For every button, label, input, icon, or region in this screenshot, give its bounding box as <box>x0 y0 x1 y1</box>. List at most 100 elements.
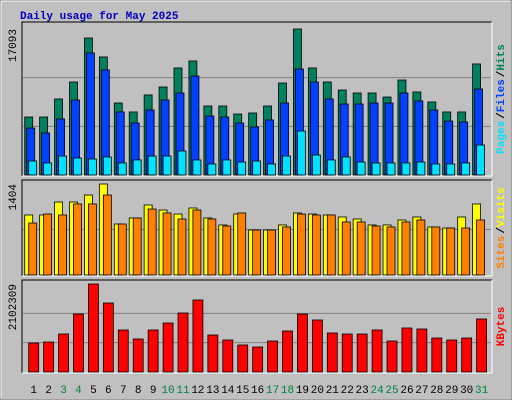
bar <box>73 313 84 373</box>
x-tick-label: 21 <box>326 385 340 397</box>
legend-separator: / <box>496 227 508 234</box>
bar <box>58 155 67 176</box>
bar <box>341 221 351 276</box>
bar <box>237 344 249 373</box>
bar <box>267 340 278 373</box>
x-tick-label: 5 <box>90 385 97 397</box>
y-tick-label: 17093 <box>8 29 20 62</box>
bar <box>386 226 396 276</box>
legend: Sites /Visits <box>496 187 508 268</box>
plot-bevel <box>22 22 493 177</box>
legend-entry: Visits <box>496 187 508 227</box>
bar <box>162 212 172 276</box>
bar <box>446 163 456 176</box>
bar <box>416 219 426 276</box>
bar <box>297 313 308 373</box>
bar <box>86 52 95 176</box>
x-tick-label: 24 <box>370 385 384 397</box>
bar <box>341 333 353 373</box>
plot-bevel <box>21 279 492 373</box>
bar <box>356 161 366 176</box>
legend-entry: Sites <box>496 236 508 269</box>
x-tick-label: 20 <box>311 385 324 397</box>
x-tick-label: 12 <box>191 385 204 397</box>
bar <box>386 340 398 373</box>
bar <box>446 227 456 276</box>
bar <box>356 221 366 276</box>
bar <box>431 163 441 176</box>
bar <box>326 214 336 276</box>
plot-bevel <box>21 21 492 176</box>
x-tick-label: 29 <box>445 385 458 397</box>
x-tick-label: 13 <box>206 385 219 397</box>
bar <box>401 162 411 176</box>
bar <box>476 144 486 176</box>
bar <box>431 226 441 276</box>
bar <box>341 156 351 176</box>
bar <box>207 163 217 176</box>
bar <box>252 160 262 176</box>
x-tick-label: 27 <box>415 385 428 397</box>
x-tick-label: 31 <box>475 385 489 397</box>
bar <box>282 330 293 373</box>
bar <box>73 203 82 276</box>
legend-entry: KBytes <box>496 307 508 347</box>
bar <box>401 327 413 373</box>
x-tick-label: 4 <box>75 385 82 397</box>
bar <box>43 162 53 176</box>
x-tick-label: 3 <box>60 385 67 397</box>
bar <box>28 342 40 373</box>
y-tick-label: 2102309 <box>8 284 20 330</box>
legend-entry: Files <box>496 79 508 112</box>
bar <box>237 212 247 276</box>
x-tick-label: 9 <box>150 385 157 397</box>
bar <box>446 339 458 373</box>
legend-separator: / <box>496 112 508 119</box>
bar <box>237 161 247 176</box>
x-tick-label: 18 <box>281 385 294 397</box>
x-tick-label: 30 <box>460 385 473 397</box>
bar <box>58 333 69 373</box>
bar <box>461 337 473 373</box>
x-tick-label: 7 <box>120 385 127 397</box>
bar <box>222 339 234 373</box>
x-tick-label: 14 <box>221 385 235 397</box>
bar <box>88 283 99 373</box>
bar <box>222 159 232 176</box>
bar <box>102 156 112 176</box>
bar <box>386 162 396 176</box>
bar <box>267 163 276 176</box>
x-tick-label: 10 <box>161 385 174 397</box>
bar <box>207 334 219 373</box>
bar <box>461 162 471 176</box>
bar <box>102 302 114 373</box>
bar <box>356 333 368 373</box>
bar <box>252 229 262 276</box>
bar <box>326 159 336 176</box>
bar <box>177 218 187 276</box>
bar <box>28 222 38 276</box>
bar <box>282 226 291 276</box>
bar <box>132 159 142 176</box>
x-tick-label: 28 <box>430 385 443 397</box>
bar <box>297 130 306 176</box>
bar <box>222 225 232 276</box>
bar <box>147 329 159 373</box>
bar <box>28 160 38 176</box>
plot-bevel <box>22 280 493 374</box>
bar <box>476 219 486 276</box>
bar <box>461 227 471 276</box>
bar <box>207 218 217 276</box>
bar <box>88 203 97 276</box>
bar <box>102 194 112 276</box>
x-tick-label: 22 <box>341 385 354 397</box>
x-tick-label: 26 <box>400 385 413 397</box>
legend-entry: Hits <box>496 44 508 70</box>
x-tick-label: 19 <box>296 385 309 397</box>
plot-bevel <box>22 180 493 277</box>
bar <box>43 341 55 373</box>
bar <box>371 329 383 373</box>
bar <box>311 214 321 276</box>
bar <box>132 217 142 276</box>
